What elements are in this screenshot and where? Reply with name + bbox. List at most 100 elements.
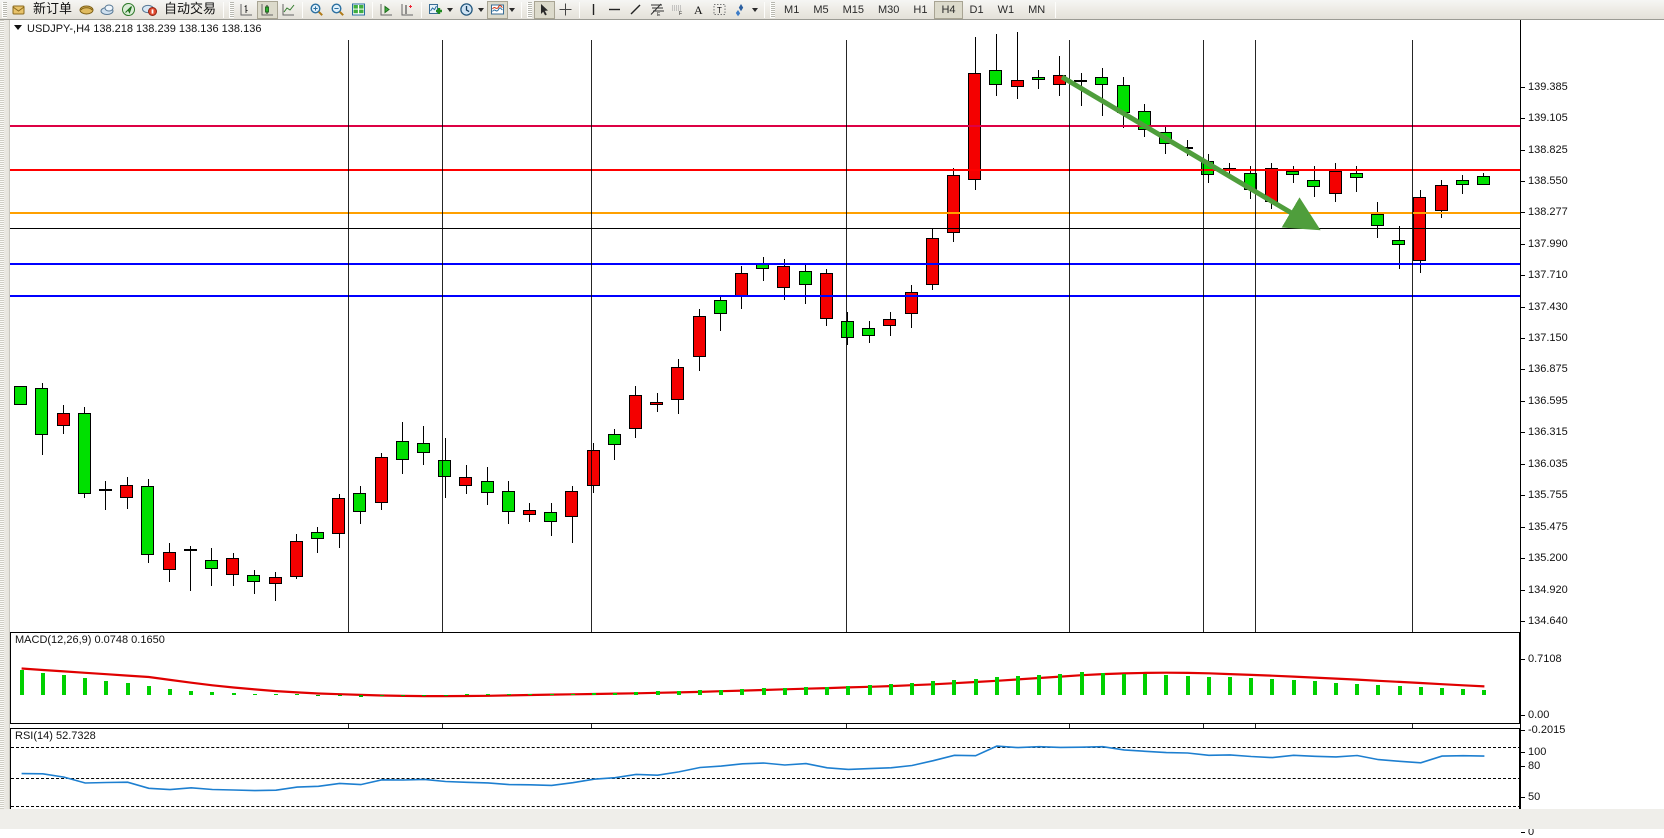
candle-body[interactable]: [162, 551, 176, 570]
rsi-pane[interactable]: RSI(14) 52.7328: [10, 728, 1521, 810]
candle-body[interactable]: [607, 433, 621, 446]
horizontal-line-icon[interactable]: [604, 1, 625, 19]
candle-body[interactable]: [310, 531, 324, 539]
periods-icon[interactable]: [456, 1, 477, 19]
candle-body[interactable]: [204, 560, 218, 569]
timeframe-w1[interactable]: W1: [997, 3, 1015, 16]
candle-body[interactable]: [650, 402, 664, 405]
candle-body[interactable]: [1455, 180, 1469, 185]
candle-body[interactable]: [1264, 168, 1278, 202]
timeframe-h4[interactable]: H4: [934, 0, 963, 19]
line-chart-icon[interactable]: [278, 1, 299, 19]
candle-body[interactable]: [1137, 110, 1151, 130]
candle-body[interactable]: [1074, 79, 1088, 83]
level-line-pivot[interactable]: [10, 212, 1520, 214]
equidistant-channel-icon[interactable]: F: [667, 1, 688, 19]
candle-body[interactable]: [1476, 175, 1490, 186]
candle-body[interactable]: [501, 490, 515, 513]
candle-body[interactable]: [1116, 84, 1130, 114]
candle-body[interactable]: [395, 440, 409, 460]
autotrading-label[interactable]: 自动交易: [164, 1, 217, 17]
chart-menu-caret[interactable]: [14, 25, 22, 30]
candle-body[interactable]: [459, 476, 473, 487]
new-order-icon[interactable]: [9, 1, 29, 19]
toolbar-grip-3[interactable]: [527, 1, 533, 18]
candle-body[interactable]: [671, 366, 685, 401]
candle-body[interactable]: [1095, 77, 1109, 85]
candle-body[interactable]: [416, 443, 430, 453]
candle-body[interactable]: [777, 266, 791, 288]
toolbar-grip-4[interactable]: [770, 1, 776, 18]
auto-scroll-icon[interactable]: [376, 1, 397, 19]
candle-body[interactable]: [374, 457, 388, 503]
candle-body[interactable]: [1434, 184, 1448, 212]
bar-chart-icon[interactable]: [236, 1, 257, 19]
indicators-dropdown-caret[interactable]: [447, 7, 454, 12]
candle-body[interactable]: [628, 395, 642, 429]
candle-body[interactable]: [1307, 180, 1321, 188]
candle-body[interactable]: [734, 273, 748, 298]
candle-body[interactable]: [353, 493, 367, 513]
candle-body[interactable]: [1392, 239, 1406, 245]
candle-body[interactable]: [565, 490, 579, 518]
shapes-icon[interactable]: [730, 1, 751, 19]
toolbar-grip[interactable]: [2, 1, 7, 18]
candle-body[interactable]: [268, 576, 282, 585]
candle-body[interactable]: [989, 70, 1003, 85]
candle-body[interactable]: [692, 316, 706, 358]
candle-body[interactable]: [946, 175, 960, 233]
candle-body[interactable]: [522, 510, 536, 515]
templates-icon[interactable]: [487, 0, 509, 19]
data-window-icon[interactable]: [97, 1, 118, 19]
candle-body[interactable]: [480, 481, 494, 494]
timeframe-mn[interactable]: MN: [1028, 3, 1046, 16]
candle-body[interactable]: [120, 484, 134, 499]
timeframe-m5[interactable]: M5: [813, 3, 829, 16]
fibonacci-icon[interactable]: E: [646, 1, 667, 19]
candle-body[interactable]: [183, 549, 197, 552]
price-scale[interactable]: [1520, 20, 1664, 829]
candle-body[interactable]: [1349, 172, 1363, 178]
navigator-icon[interactable]: [118, 1, 139, 19]
expert-advisors-icon[interactable]: [76, 1, 97, 19]
level-line-support-1[interactable]: [10, 263, 1520, 265]
vertical-line-icon[interactable]: [583, 1, 604, 19]
level-line-resistance-1[interactable]: [10, 169, 1520, 171]
level-line-current-price[interactable]: [10, 228, 1520, 229]
timeframe-m1[interactable]: M1: [784, 3, 800, 16]
chart-shift-icon[interactable]: [397, 1, 418, 19]
candle-body[interactable]: [289, 541, 303, 577]
candle-body[interactable]: [14, 385, 28, 405]
level-line-resistance-2[interactable]: [10, 125, 1520, 127]
candle-body[interactable]: [77, 413, 91, 495]
templates-dropdown-caret[interactable]: [509, 7, 516, 12]
candle-body[interactable]: [798, 270, 812, 286]
candle-body[interactable]: [925, 237, 939, 286]
candle-body[interactable]: [1180, 146, 1194, 150]
candle-body[interactable]: [883, 318, 897, 326]
zoom-out-icon[interactable]: [327, 1, 348, 19]
candle-body[interactable]: [226, 557, 240, 575]
macd-pane[interactable]: MACD(12,26,9) 0.0748 0.1650: [10, 632, 1520, 724]
terminal-icon[interactable]: [139, 1, 160, 19]
periods-dropdown-caret[interactable]: [478, 7, 485, 12]
timeframe-h1[interactable]: H1: [913, 3, 928, 16]
candle-body[interactable]: [438, 459, 452, 477]
candle-body[interactable]: [56, 413, 70, 427]
candle-body[interactable]: [1370, 213, 1384, 226]
zoom-in-icon[interactable]: [306, 1, 327, 19]
cursor-icon[interactable]: [534, 0, 556, 19]
candle-body[interactable]: [35, 388, 49, 435]
candle-body[interactable]: [1328, 170, 1342, 195]
indicators-icon[interactable]: [425, 1, 446, 19]
new-order-label[interactable]: 新订单: [33, 1, 73, 17]
tile-windows-icon[interactable]: [348, 1, 369, 19]
text-icon[interactable]: A: [688, 1, 709, 19]
timeframe-m15[interactable]: M15: [842, 3, 864, 16]
candle-body[interactable]: [713, 299, 727, 314]
vertical-scrollbar[interactable]: [0, 20, 4, 809]
candle-body[interactable]: [141, 486, 155, 556]
price-pane[interactable]: [0, 20, 1510, 614]
candle-body[interactable]: [544, 512, 558, 522]
candle-body[interactable]: [1010, 79, 1024, 87]
